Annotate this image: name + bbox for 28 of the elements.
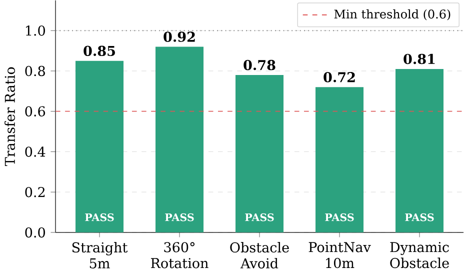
y-tick-label: 0.8 bbox=[25, 66, 45, 76]
x-tick-label: Straight 5m bbox=[72, 242, 128, 268]
x-tick-label: Obstacle Avoid bbox=[230, 242, 289, 268]
annotation: PASS bbox=[245, 213, 274, 222]
y-tick-label: 0.4 bbox=[25, 146, 46, 157]
legend-label: Min threshold (0.6) bbox=[334, 9, 450, 20]
bar bbox=[76, 60, 124, 232]
data-label: 0.92 bbox=[164, 32, 195, 42]
annotation: PASS bbox=[405, 213, 434, 222]
y-tick-label: 0.6 bbox=[25, 106, 46, 116]
bar bbox=[156, 46, 204, 232]
x-tick-label: PointNav 10m bbox=[308, 242, 371, 268]
data-label: 0.72 bbox=[324, 72, 355, 82]
bar bbox=[316, 87, 364, 232]
annotation: PASS bbox=[325, 213, 354, 222]
y-tick-label: 1.0 bbox=[26, 25, 45, 36]
x-tick-label: Dynamic Obstacle bbox=[390, 242, 449, 268]
y-tick-label: 0.2 bbox=[25, 186, 45, 198]
y-tick-label: 0.0 bbox=[25, 227, 45, 238]
data-label: 0.85 bbox=[84, 46, 115, 56]
data-label: 0.78 bbox=[244, 60, 276, 70]
bar bbox=[396, 68, 444, 232]
data-label: 0.81 bbox=[404, 54, 435, 64]
annotation: PASS bbox=[165, 213, 194, 222]
x-tick-label: 360° Rotation bbox=[151, 242, 208, 268]
bar bbox=[236, 75, 284, 232]
y-axis-title: Transfer Ratio bbox=[4, 67, 16, 166]
annotation: PASS bbox=[85, 213, 114, 222]
